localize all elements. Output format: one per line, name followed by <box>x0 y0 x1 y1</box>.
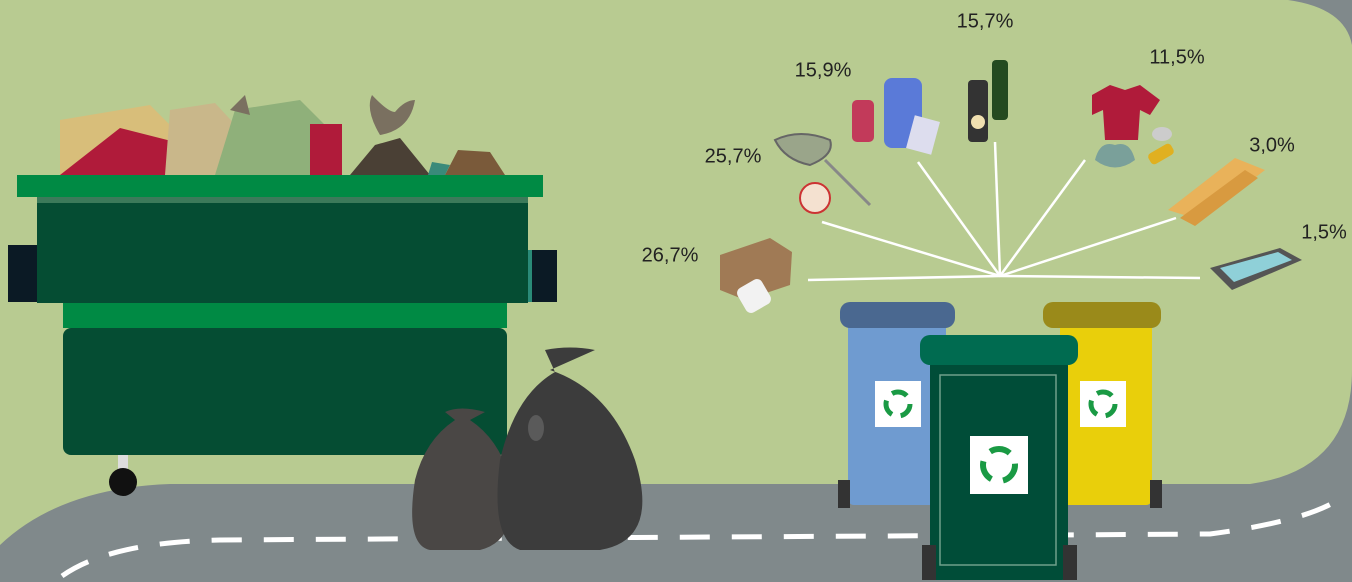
dumpster-trash <box>60 95 505 175</box>
rays-part <box>993 141 1002 277</box>
percent-label: 11,5% <box>1149 46 1204 68</box>
dumpster-trash-part <box>230 95 250 115</box>
recycle-bins-part-part <box>980 446 1018 484</box>
recycle-bins-part <box>875 381 921 427</box>
waste-icons-part <box>1152 127 1172 141</box>
recycle-bins <box>838 302 1162 580</box>
rays-part <box>807 274 1001 282</box>
dumpster-part <box>8 245 40 302</box>
recycle-bins-part <box>970 436 1028 494</box>
dumpster-trash-part <box>60 128 187 175</box>
rays-part <box>999 274 1201 280</box>
dumpster <box>8 175 557 496</box>
percent-label: 15,9% <box>795 59 852 81</box>
rays-part <box>916 161 1002 277</box>
dumpster-part <box>17 175 543 197</box>
dumpster-part <box>109 468 137 496</box>
waste-icons-part <box>906 115 940 155</box>
dumpster-trash-part <box>369 95 415 135</box>
dumpster-trash-part <box>428 162 450 175</box>
waste-icons-part <box>992 60 1008 120</box>
waste-icons-part <box>799 182 831 214</box>
waste-icons-part <box>971 115 985 129</box>
waste-icons-part <box>773 133 832 167</box>
recycle-bins-part-part <box>883 389 913 419</box>
waste-icons <box>720 60 1302 313</box>
recycle-bins-part-part <box>1088 389 1118 419</box>
percent-label: 25,7% <box>705 145 762 167</box>
waste-icons-part <box>737 279 771 313</box>
recycle-bins-part <box>883 389 1118 484</box>
dumpster-part <box>37 195 528 303</box>
waste-icons-part <box>1148 143 1174 165</box>
road-part <box>1288 0 1352 45</box>
garbage-bags-part <box>412 408 512 550</box>
road-part <box>60 493 1347 579</box>
recycle-bins-part <box>1150 480 1162 508</box>
percent-label: 3,0% <box>1249 134 1295 156</box>
waste-icons-part <box>852 100 874 142</box>
percent-labels: 26,7% 25,7% 15,9% 15,7% 11,5% 3,0% 1,5% <box>642 10 1347 266</box>
waste-icons-part <box>720 238 792 300</box>
garbage-bags <box>412 347 643 550</box>
percent-label: 15,7% <box>957 10 1014 32</box>
dumpster-part <box>37 197 528 203</box>
dumpster-part <box>63 303 507 328</box>
dumpster-part <box>532 250 557 302</box>
recycle-bins-part <box>838 480 850 508</box>
waste-icons-part <box>1180 170 1258 226</box>
rays-part <box>999 216 1177 278</box>
recycle-bins-part <box>1063 545 1077 580</box>
recycle-bins-part <box>1043 302 1161 328</box>
garbage-bags-part <box>497 347 643 550</box>
recycle-bins-part <box>939 374 1057 566</box>
recycle-bins-part <box>840 302 955 328</box>
percent-label: 1,5% <box>1301 221 1347 243</box>
dumpster-trash-part <box>350 138 430 175</box>
waste-icons-part <box>968 80 988 142</box>
rays-part <box>821 220 1001 278</box>
recycle-bins-part <box>1080 381 1126 427</box>
rays <box>807 141 1201 282</box>
dumpster-trash-part <box>215 100 340 175</box>
waste-icons-part <box>1220 252 1292 282</box>
dumpster-trash-part <box>310 124 342 175</box>
waste-icons-part <box>1092 85 1160 140</box>
waste-icons-part <box>1095 144 1135 168</box>
recycle-bins-part <box>920 335 1078 365</box>
rays-part <box>998 159 1087 277</box>
percent-label: 26,7% <box>642 244 699 266</box>
dumpster-trash-part <box>445 150 505 175</box>
waste-icons-part <box>823 158 872 207</box>
dumpster-part <box>63 328 507 455</box>
garbage-bags-part <box>528 415 544 441</box>
recycle-bins-part <box>922 545 936 580</box>
dumpster-part <box>118 455 128 475</box>
